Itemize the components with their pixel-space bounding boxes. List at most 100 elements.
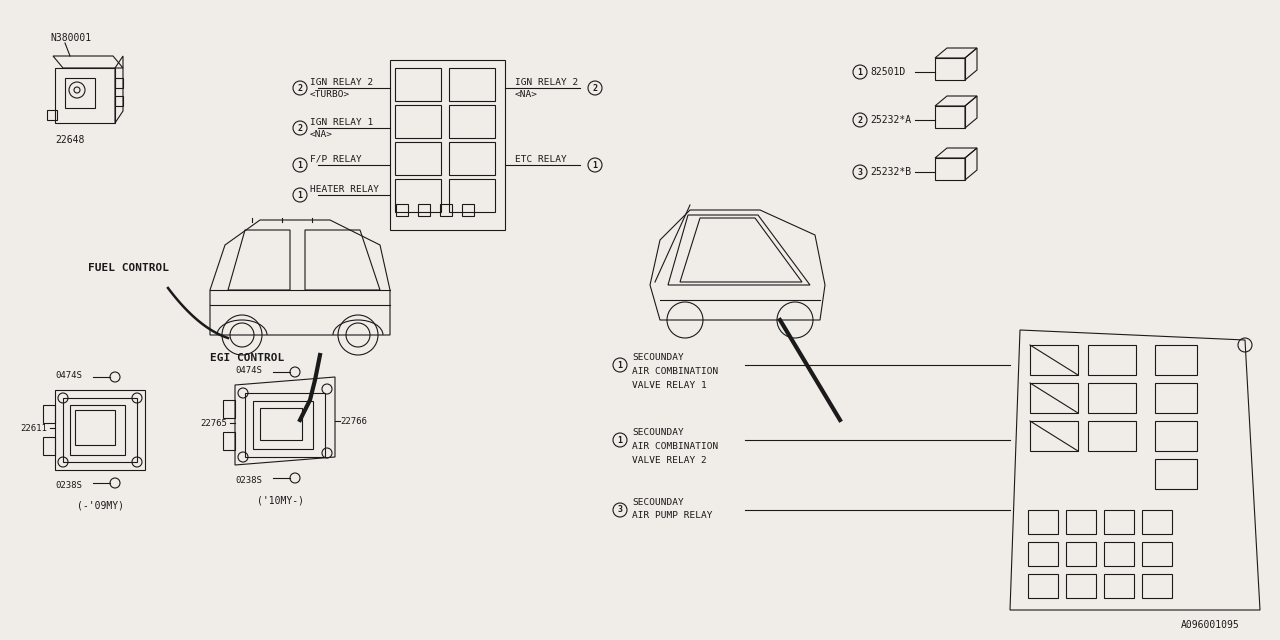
Text: A096001095: A096001095 — [1181, 620, 1240, 630]
Bar — [65, 78, 95, 108]
Text: 2: 2 — [297, 124, 302, 132]
Text: SECOUNDAY: SECOUNDAY — [632, 497, 684, 506]
Bar — [449, 105, 495, 138]
Bar — [253, 401, 314, 449]
Bar — [449, 142, 495, 175]
Text: 22766: 22766 — [340, 417, 367, 426]
Text: 22648: 22648 — [55, 135, 84, 145]
Bar — [1066, 510, 1096, 534]
Bar — [63, 398, 137, 462]
Bar — [419, 204, 430, 216]
Bar — [390, 60, 506, 230]
Bar — [1088, 383, 1137, 413]
Text: 1: 1 — [297, 161, 302, 170]
Text: <NA>: <NA> — [515, 90, 538, 99]
Bar — [115, 96, 123, 106]
Text: N380001: N380001 — [50, 33, 91, 43]
Bar — [1142, 542, 1172, 566]
Text: 82501D: 82501D — [870, 67, 905, 77]
Bar — [1028, 574, 1059, 598]
Text: 2: 2 — [593, 83, 598, 93]
Bar — [449, 179, 495, 212]
Bar — [1088, 421, 1137, 451]
Text: IGN RELAY 2: IGN RELAY 2 — [310, 77, 374, 86]
Bar — [1066, 542, 1096, 566]
Bar — [396, 68, 442, 101]
Bar — [244, 393, 325, 457]
Bar — [1103, 510, 1134, 534]
Text: 2: 2 — [297, 83, 302, 93]
Text: AIR COMBINATION: AIR COMBINATION — [632, 367, 718, 376]
Text: F/P RELAY: F/P RELAY — [310, 154, 362, 163]
Bar — [223, 400, 236, 418]
Text: 3: 3 — [858, 168, 863, 177]
Text: 1: 1 — [858, 67, 863, 77]
Text: AIR COMBINATION: AIR COMBINATION — [632, 442, 718, 451]
Bar — [260, 408, 302, 440]
Bar — [55, 68, 115, 123]
Text: 25232*B: 25232*B — [870, 167, 911, 177]
Bar — [223, 432, 236, 450]
Text: 25232*A: 25232*A — [870, 115, 911, 125]
Text: 0474S: 0474S — [55, 371, 82, 380]
Bar — [1030, 383, 1078, 413]
Bar — [1155, 421, 1197, 451]
Text: 1: 1 — [297, 191, 302, 200]
Text: IGN RELAY 2: IGN RELAY 2 — [515, 77, 579, 86]
Text: VALVE RELAY 2: VALVE RELAY 2 — [632, 456, 707, 465]
Text: (-'09MY): (-'09MY) — [77, 500, 123, 510]
Bar — [1155, 459, 1197, 489]
Bar — [47, 110, 58, 120]
Text: AIR PUMP RELAY: AIR PUMP RELAY — [632, 511, 713, 520]
Text: VALVE RELAY 1: VALVE RELAY 1 — [632, 381, 707, 390]
Bar — [440, 204, 452, 216]
Text: 2: 2 — [858, 115, 863, 125]
Bar — [44, 437, 55, 455]
Text: EGI CONTROL: EGI CONTROL — [210, 353, 284, 363]
Bar — [934, 158, 965, 180]
Text: FUEL CONTROL: FUEL CONTROL — [88, 263, 169, 273]
Text: 1: 1 — [617, 360, 622, 369]
Bar — [1155, 383, 1197, 413]
Text: 1: 1 — [593, 161, 598, 170]
Bar — [1155, 345, 1197, 375]
Text: 1: 1 — [617, 435, 622, 445]
Bar — [76, 410, 115, 445]
Text: IGN RELAY 1: IGN RELAY 1 — [310, 118, 374, 127]
Bar — [1030, 345, 1078, 375]
Text: <NA>: <NA> — [310, 129, 333, 138]
Bar — [462, 204, 474, 216]
Bar — [1028, 510, 1059, 534]
Bar — [1066, 574, 1096, 598]
Bar — [934, 106, 965, 128]
Text: ETC RELAY: ETC RELAY — [515, 154, 567, 163]
Text: 0238S: 0238S — [236, 476, 262, 484]
Bar — [1028, 542, 1059, 566]
Text: HEATER RELAY: HEATER RELAY — [310, 184, 379, 193]
Bar — [44, 405, 55, 423]
Text: SECOUNDAY: SECOUNDAY — [632, 428, 684, 436]
Text: 0238S: 0238S — [55, 481, 82, 490]
Text: 3: 3 — [617, 506, 622, 515]
Bar — [1142, 510, 1172, 534]
Text: 0474S: 0474S — [236, 365, 262, 374]
Text: 22765: 22765 — [200, 419, 227, 428]
Bar — [1142, 574, 1172, 598]
Bar — [1103, 542, 1134, 566]
Bar — [396, 179, 442, 212]
Bar — [55, 390, 145, 470]
Bar — [115, 78, 123, 88]
Text: <TURBO>: <TURBO> — [310, 90, 351, 99]
Text: 22611: 22611 — [20, 424, 47, 433]
Bar — [1030, 421, 1078, 451]
Bar — [396, 105, 442, 138]
Bar — [1103, 574, 1134, 598]
Text: SECOUNDAY: SECOUNDAY — [632, 353, 684, 362]
Bar — [70, 405, 125, 455]
Bar — [1088, 345, 1137, 375]
Text: ('10MY-): ('10MY-) — [256, 495, 303, 505]
Bar — [396, 204, 408, 216]
Bar — [396, 142, 442, 175]
Bar — [449, 68, 495, 101]
Bar — [934, 58, 965, 80]
